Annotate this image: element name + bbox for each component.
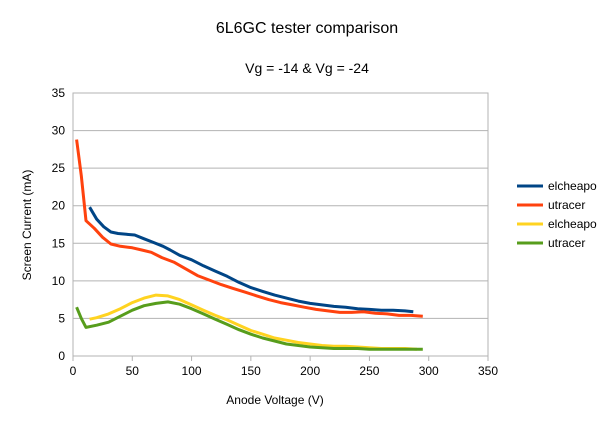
y-tick-label: 20 bbox=[52, 199, 66, 213]
y-tick-label: 0 bbox=[58, 349, 65, 363]
y-tick-label: 15 bbox=[52, 236, 66, 250]
x-tick-label: 0 bbox=[70, 364, 77, 378]
series-line-1 bbox=[88, 206, 414, 314]
y-tick-label: 30 bbox=[52, 124, 66, 138]
x-axis-label: Anode Voltage (V) bbox=[226, 393, 323, 407]
x-tick-label: 200 bbox=[300, 364, 320, 378]
x-tick-label: 250 bbox=[359, 364, 379, 378]
chart-subtitle: Vg = -14 & Vg = -24 bbox=[245, 60, 369, 76]
x-tick-label: 350 bbox=[478, 364, 498, 378]
series-line-2 bbox=[75, 139, 423, 318]
series-line-4 bbox=[75, 300, 423, 351]
legend-label-1: elcheapo bbox=[548, 179, 597, 193]
legend-label-2: utracer bbox=[548, 198, 585, 212]
x-tick-label: 300 bbox=[419, 364, 439, 378]
chart-title: 6L6GC tester comparison bbox=[216, 20, 398, 37]
y-axis-label: Screen Current (mA) bbox=[20, 170, 34, 281]
x-tick-label: 50 bbox=[126, 364, 140, 378]
legend-label-3: elcheapo bbox=[548, 217, 597, 231]
y-tick-label: 5 bbox=[58, 311, 65, 325]
plot-border bbox=[72, 92, 489, 357]
y-tick-label: 25 bbox=[52, 161, 66, 175]
x-tick-label: 100 bbox=[182, 364, 202, 378]
legend: elcheapo utracer elcheapo utracer bbox=[517, 179, 597, 250]
y-tick-label: 35 bbox=[52, 86, 66, 100]
legend-label-4: utracer bbox=[548, 236, 585, 250]
y-tick-label: 10 bbox=[52, 274, 66, 288]
x-tick-label: 150 bbox=[241, 364, 261, 378]
